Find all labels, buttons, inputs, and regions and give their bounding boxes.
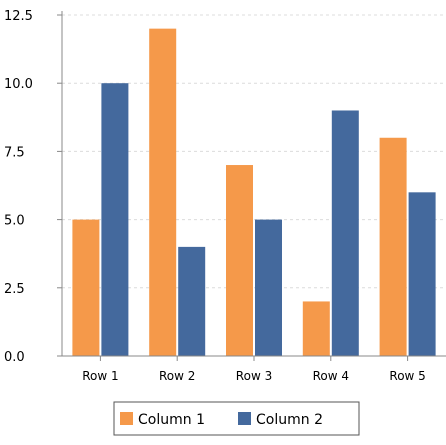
- x-tick-label: Row 5: [389, 369, 425, 383]
- bar-column-1-row-1[interactable]: [72, 219, 100, 356]
- bar-column-1-row-3[interactable]: [226, 165, 253, 356]
- bar-column-2-row-5[interactable]: [408, 192, 436, 356]
- y-tick-label: 2.5: [4, 282, 25, 297]
- x-tick-label: Row 2: [159, 369, 195, 383]
- x-tick-label: Row 4: [313, 369, 349, 383]
- bar-column-1-row-2[interactable]: [149, 28, 177, 356]
- y-tick-label: 12.5: [4, 9, 33, 24]
- bar-column-1-row-5[interactable]: [379, 137, 407, 356]
- legend: Column 1 Column 2: [113, 401, 360, 436]
- y-tick-label: 0.0: [4, 350, 25, 365]
- bars: [72, 28, 436, 356]
- x-tick-label: Row 1: [82, 369, 118, 383]
- x-tick-labels: Row 1 Row 2 Row 3 Row 4 Row 5: [82, 369, 426, 383]
- legend-box: [113, 401, 360, 436]
- y-tick-label: 7.5: [4, 145, 25, 160]
- axes: [57, 11, 446, 361]
- y-tick-label: 10.0: [4, 77, 33, 92]
- bar-column-2-row-4[interactable]: [331, 110, 359, 356]
- bar-column-2-row-1[interactable]: [101, 83, 129, 356]
- bar-column-2-row-2[interactable]: [178, 246, 206, 356]
- legend-label: Column 1: [138, 412, 205, 428]
- y-tick-labels: 0.0 2.5 5.0 7.5 10.0 12.5: [4, 9, 33, 365]
- legend-label: Column 2: [256, 412, 323, 428]
- y-tick-label: 5.0: [4, 214, 25, 229]
- bar-column-2-row-3[interactable]: [255, 219, 282, 356]
- legend-swatch: [120, 412, 133, 425]
- x-tick-label: Row 3: [236, 369, 272, 383]
- legend-swatch: [238, 412, 251, 425]
- bar-column-1-row-4[interactable]: [302, 301, 330, 356]
